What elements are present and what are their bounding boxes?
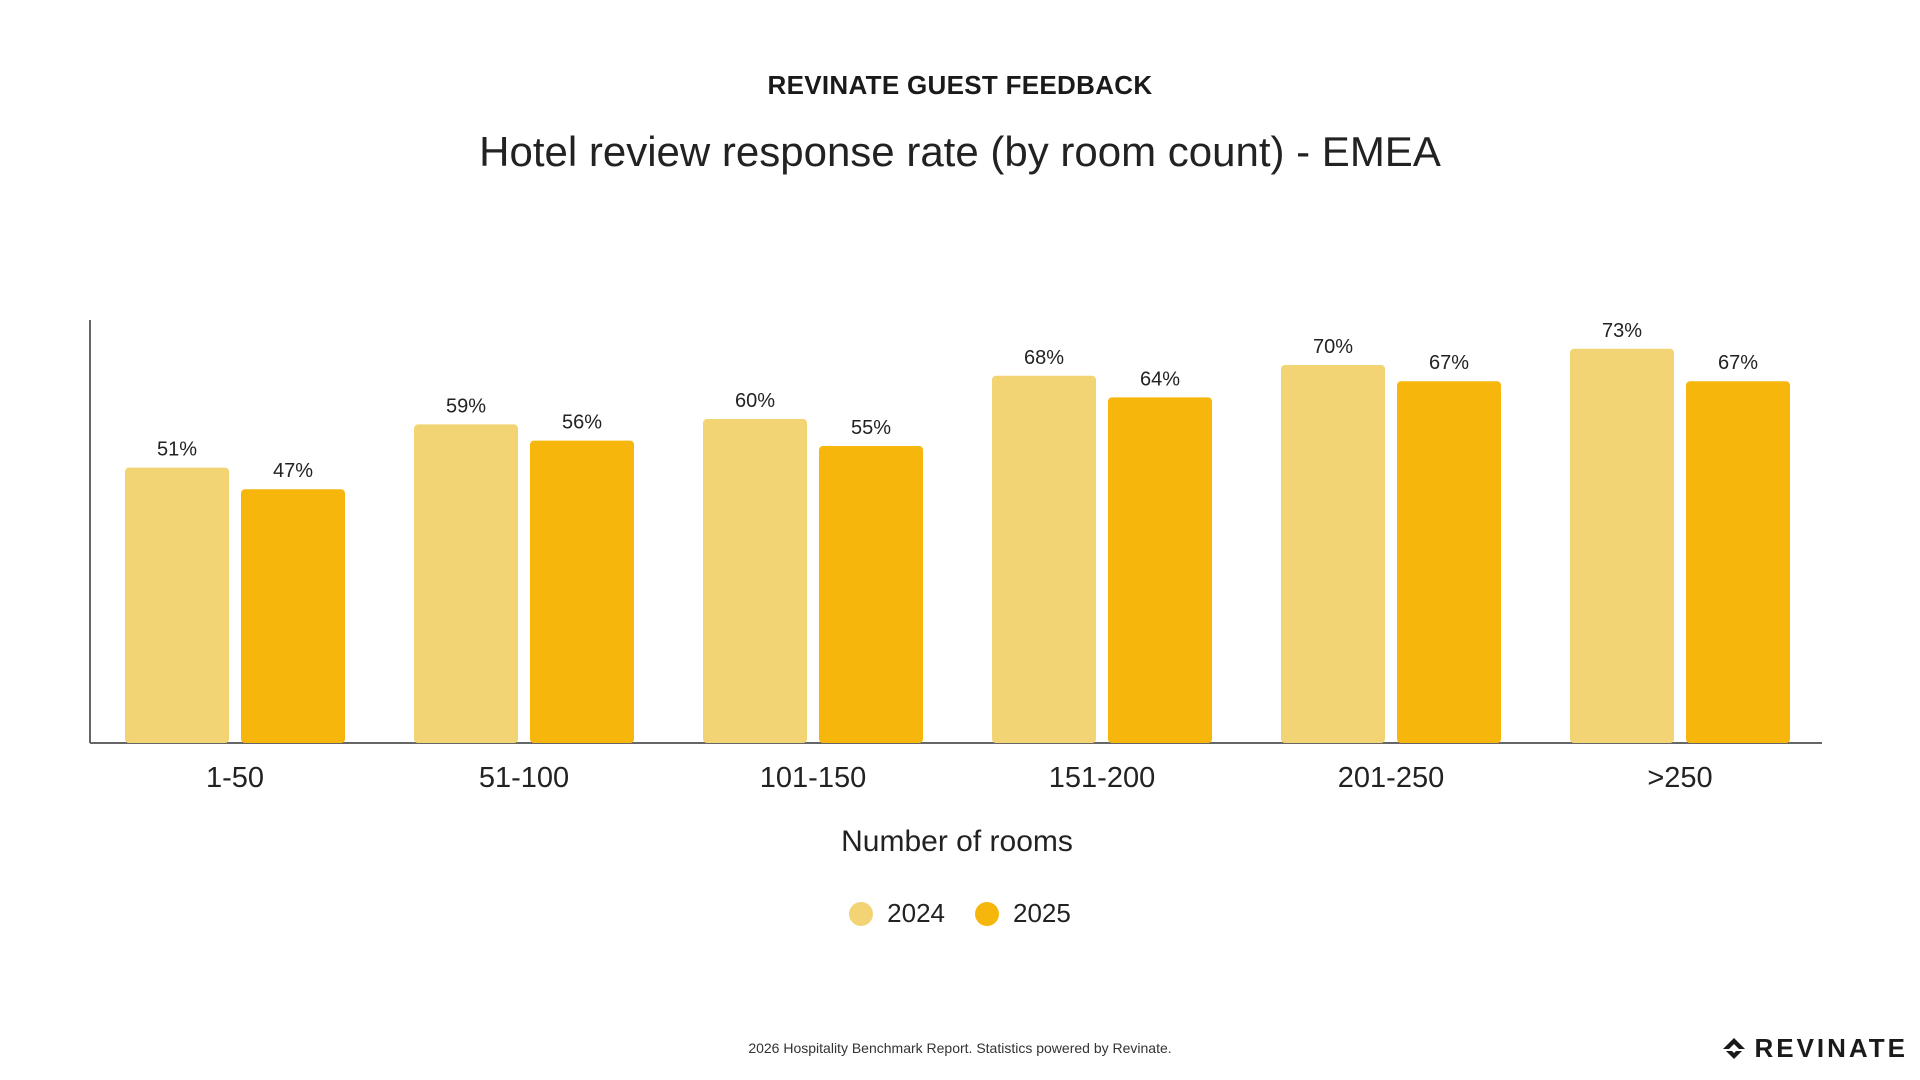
bar-2024-1-50 [125, 467, 229, 743]
data-label-2024-1-50: 51% [157, 439, 197, 461]
x-tick-label-gt250: >250 [1647, 762, 1712, 794]
legend-item-2024: 2024 [849, 898, 945, 929]
report-kicker: REVINATE GUEST FEEDBACK [767, 70, 1153, 100]
data-label-2025-151-200: 64% [1140, 368, 1180, 390]
x-tick-label-151-200: 151-200 [1049, 762, 1155, 794]
legend-swatch-2024 [849, 901, 874, 926]
x-tick-label-1-50: 1-50 [206, 762, 264, 794]
bar-2025-gt250 [1686, 381, 1790, 743]
data-label-2024-201-250: 70% [1313, 336, 1353, 358]
bar-2025-51-100 [530, 440, 634, 743]
data-label-2025-51-100: 56% [562, 412, 602, 434]
legend-label-2024: 2024 [887, 898, 945, 928]
x-tick-label-51-100: 51-100 [479, 762, 569, 794]
bar-2024-201-250 [1281, 365, 1385, 743]
data-label-2025-gt250: 67% [1718, 352, 1758, 374]
revinate-logo-text: REVINATE [1754, 1033, 1908, 1063]
bar-2024-151-200 [992, 375, 1096, 743]
footer-note: 2026 Hospitality Benchmark Report. Stati… [748, 1040, 1172, 1056]
bar-2025-201-250 [1397, 381, 1501, 743]
x-tick-label-201-250: 201-250 [1338, 762, 1444, 794]
bar-2025-151-200 [1108, 397, 1212, 743]
data-label-2024-gt250: 73% [1602, 320, 1642, 342]
bar-2024-51-100 [414, 424, 518, 743]
chart-legend: 2024 2025 [0, 898, 1920, 929]
legend-item-2025: 2025 [975, 898, 1071, 929]
bar-2025-101-150 [819, 446, 923, 743]
x-axis-label: Number of rooms [841, 825, 1073, 858]
x-tick-label-101-150: 101-150 [760, 762, 866, 794]
bar-2024-101-150 [703, 419, 807, 743]
bar-2025-1-50 [241, 489, 345, 743]
revinate-logo-mark-icon [1723, 1037, 1746, 1059]
data-label-2024-151-200: 68% [1024, 347, 1064, 369]
data-label-2024-101-150: 60% [735, 390, 775, 412]
legend-label-2025: 2025 [1013, 898, 1071, 928]
data-label-2025-1-50: 47% [273, 460, 313, 482]
data-label-2024-51-100: 59% [446, 395, 486, 417]
data-label-2025-101-150: 55% [851, 417, 891, 439]
legend-swatch-2025 [975, 901, 999, 926]
data-label-2025-201-250: 67% [1429, 352, 1469, 374]
revinate-logo: REVINATE [1722, 1033, 1908, 1064]
chart-title: Hotel review response rate (by room coun… [479, 128, 1441, 175]
bar-2024-gt250 [1570, 348, 1674, 743]
